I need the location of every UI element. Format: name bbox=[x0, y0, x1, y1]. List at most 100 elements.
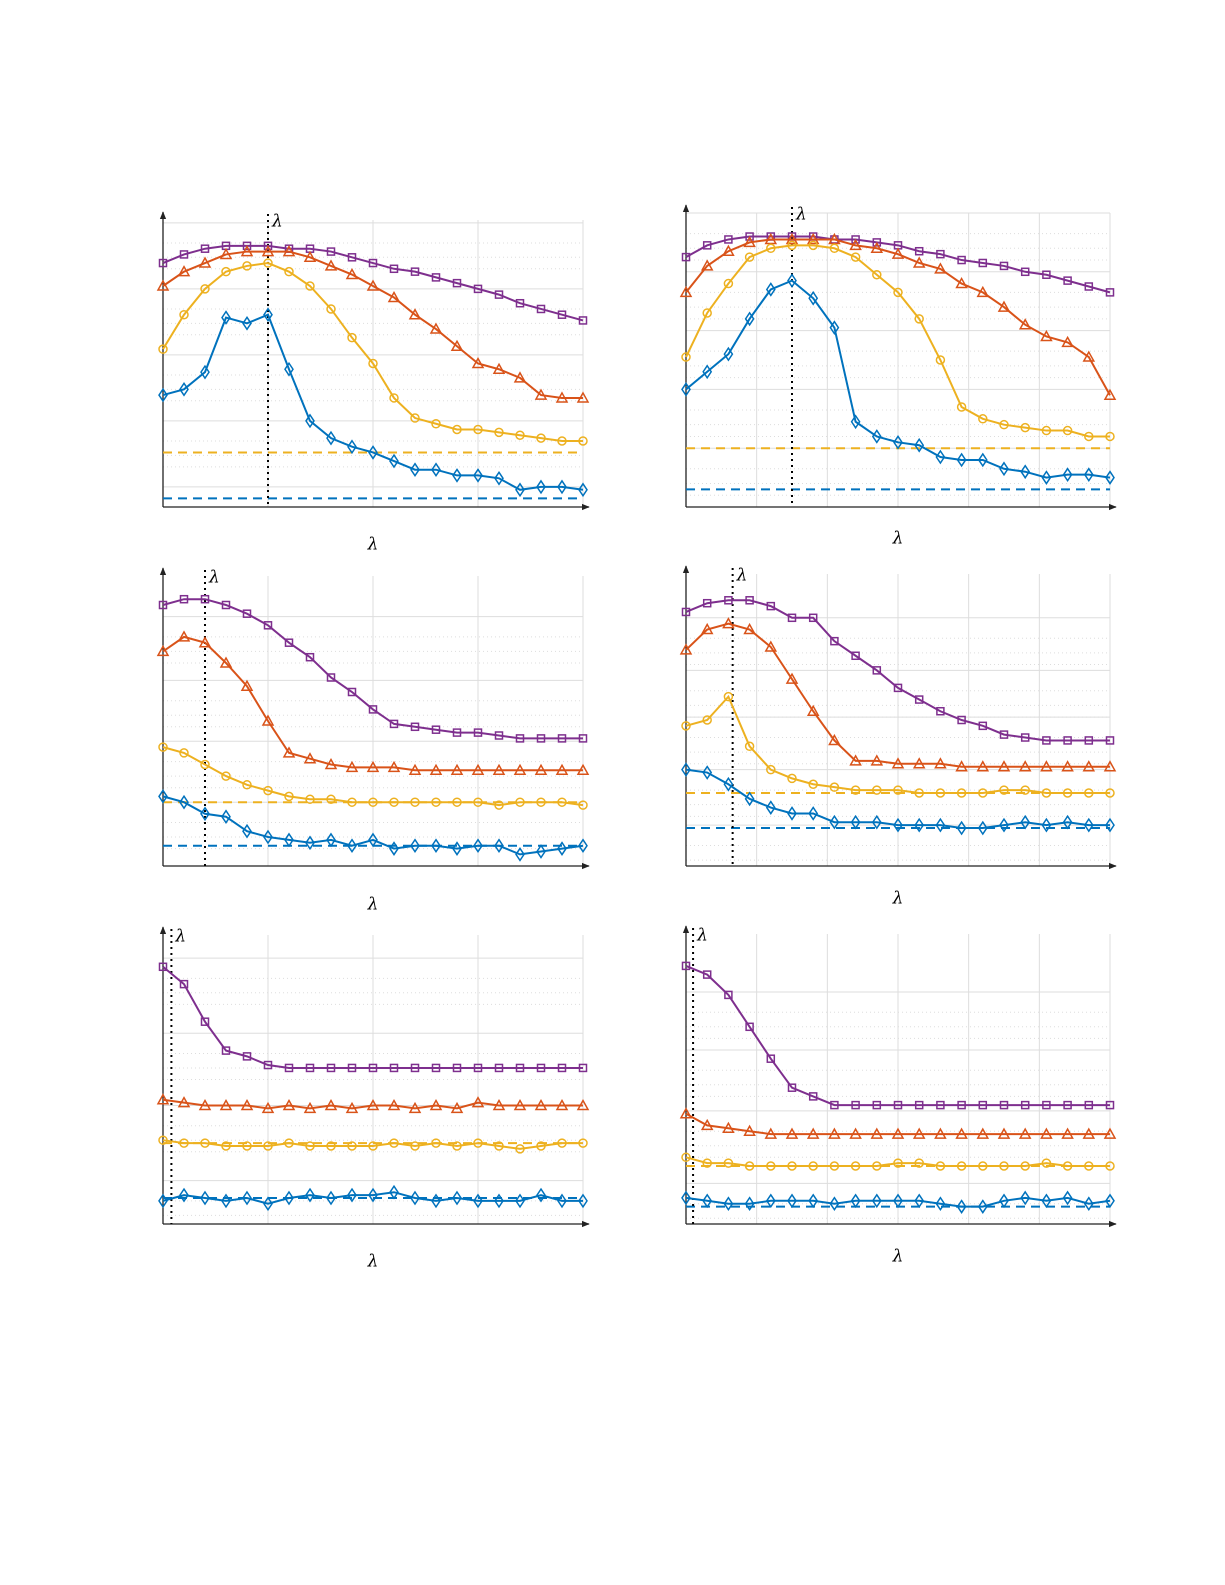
diamond-marker bbox=[850, 1193, 861, 1209]
triangle-marker bbox=[955, 277, 968, 289]
circle-marker bbox=[1041, 425, 1052, 436]
series-line bbox=[162, 1191, 583, 1205]
circle-marker bbox=[431, 797, 441, 807]
diamond-marker bbox=[431, 838, 441, 854]
diamond-marker bbox=[305, 1187, 315, 1203]
square-marker bbox=[473, 1063, 483, 1073]
x-axis-label: λ bbox=[892, 1247, 904, 1267]
circle-marker bbox=[473, 797, 483, 807]
triangle-marker bbox=[198, 1098, 212, 1111]
diamond-marker bbox=[242, 1190, 252, 1206]
circle-marker bbox=[999, 419, 1009, 430]
x-axis-label: λ bbox=[367, 535, 379, 555]
circle-marker bbox=[723, 278, 734, 289]
series-line bbox=[162, 262, 583, 442]
series-line bbox=[162, 1098, 583, 1110]
triangle-marker bbox=[1040, 1127, 1053, 1139]
diamond-marker bbox=[893, 1193, 903, 1209]
triangle-marker bbox=[513, 763, 527, 776]
triangle-marker bbox=[828, 1127, 841, 1139]
triangle-marker bbox=[261, 714, 275, 726]
circle-marker bbox=[368, 358, 378, 369]
triangle-marker bbox=[387, 760, 401, 773]
square-marker bbox=[221, 1046, 231, 1055]
square-marker bbox=[578, 734, 588, 743]
triangle-marker bbox=[555, 763, 569, 776]
diamond-marker bbox=[431, 462, 441, 478]
circle-marker bbox=[221, 1141, 231, 1151]
square-marker bbox=[978, 258, 988, 268]
diamond-marker bbox=[410, 1190, 420, 1206]
circle-marker bbox=[494, 1141, 504, 1151]
square-marker bbox=[766, 601, 776, 611]
circle-marker bbox=[1062, 425, 1073, 436]
triangle-marker bbox=[785, 672, 799, 684]
series-line bbox=[162, 966, 583, 1069]
diamond-marker bbox=[221, 809, 231, 825]
diamond-marker bbox=[977, 452, 988, 468]
diamond-marker bbox=[999, 461, 1009, 477]
threshold-label: λ bbox=[174, 927, 186, 947]
series-line bbox=[685, 1112, 1110, 1136]
triangle-marker bbox=[870, 1127, 884, 1139]
circle-marker bbox=[326, 1141, 336, 1151]
diamond-marker bbox=[389, 453, 399, 469]
square-marker bbox=[536, 304, 546, 314]
triangle-marker bbox=[743, 1124, 756, 1136]
square-marker bbox=[1042, 270, 1051, 279]
triangle-marker bbox=[534, 388, 548, 400]
circle-marker bbox=[347, 332, 357, 343]
square-marker bbox=[242, 1052, 252, 1061]
triangle-marker bbox=[219, 656, 233, 668]
square-marker bbox=[851, 235, 860, 244]
diamond-marker bbox=[305, 413, 315, 429]
diamond-marker bbox=[1041, 1193, 1052, 1209]
diamond-marker bbox=[702, 765, 713, 780]
triangle-marker bbox=[1061, 760, 1074, 772]
diamond-marker bbox=[702, 1193, 713, 1209]
triangle-marker bbox=[240, 1098, 254, 1111]
circle-marker bbox=[893, 785, 903, 795]
square-marker bbox=[724, 596, 733, 605]
diamond-marker bbox=[723, 346, 734, 362]
diamond-marker bbox=[914, 817, 925, 833]
square-marker bbox=[914, 695, 924, 704]
square-marker bbox=[557, 1063, 567, 1073]
square-marker bbox=[1042, 736, 1051, 745]
circle-marker bbox=[829, 243, 840, 254]
diamond-marker bbox=[515, 847, 525, 862]
diamond-marker bbox=[787, 273, 797, 288]
diamond-marker bbox=[723, 776, 734, 792]
diamond-marker bbox=[284, 361, 294, 377]
circle-marker bbox=[368, 797, 378, 807]
triangle-marker bbox=[764, 1127, 778, 1139]
circle-marker bbox=[1084, 1161, 1094, 1171]
diamond-marker bbox=[326, 430, 336, 446]
circle-marker bbox=[158, 742, 168, 752]
circle-marker bbox=[557, 1138, 567, 1148]
triangle-marker bbox=[534, 1098, 548, 1111]
square-marker bbox=[179, 979, 189, 989]
diamond-marker bbox=[326, 1190, 336, 1206]
triangle-marker bbox=[450, 339, 464, 352]
square-marker bbox=[1084, 1100, 1094, 1110]
diamond-marker bbox=[999, 1193, 1009, 1209]
triangle-marker bbox=[471, 763, 485, 776]
diamond-marker bbox=[263, 829, 273, 845]
circle-marker bbox=[305, 1141, 315, 1151]
circle-marker bbox=[766, 764, 776, 775]
triangle-marker bbox=[785, 232, 799, 245]
circle-marker bbox=[1062, 788, 1073, 798]
circle-marker bbox=[221, 266, 231, 277]
circle-marker bbox=[578, 436, 588, 446]
square-marker bbox=[702, 970, 712, 979]
triangle-marker bbox=[303, 250, 317, 263]
triangle-marker bbox=[345, 760, 359, 773]
diamond-marker bbox=[158, 1193, 168, 1209]
circle-marker bbox=[410, 1141, 420, 1151]
triangle-marker bbox=[429, 1098, 443, 1111]
triangle-marker bbox=[513, 371, 527, 383]
diamond-marker bbox=[808, 1193, 819, 1209]
series-line bbox=[162, 635, 583, 772]
triangle-marker bbox=[429, 322, 443, 334]
